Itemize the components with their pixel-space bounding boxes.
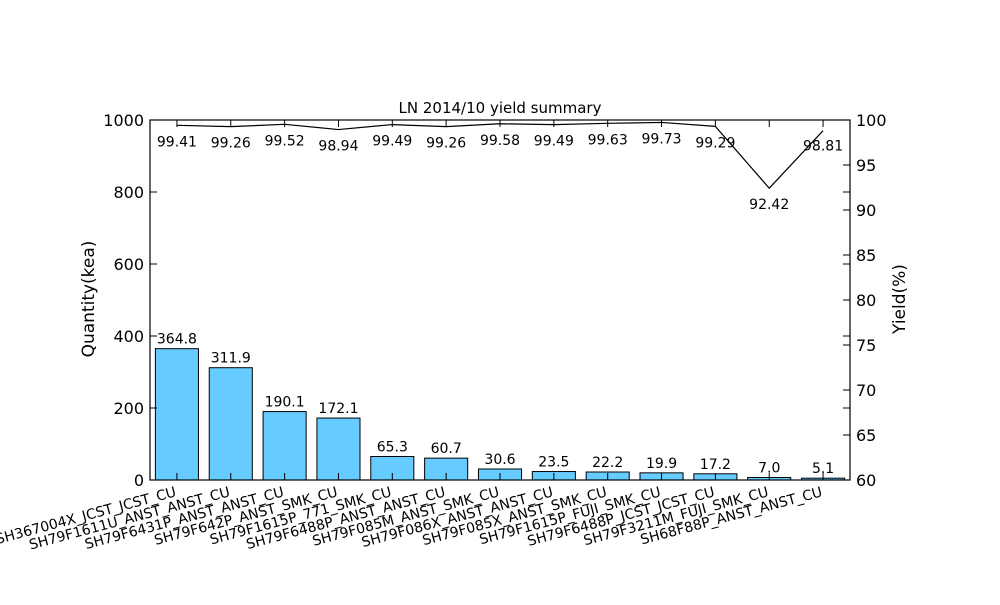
yield-value-label: 99.49 bbox=[372, 134, 412, 150]
y2-tick-label: 90 bbox=[856, 201, 876, 220]
y-tick-label: 600 bbox=[113, 255, 144, 274]
bar-value-label: 172.1 bbox=[318, 401, 358, 417]
bar-value-label: 22.2 bbox=[592, 455, 623, 471]
plot-frame bbox=[149, 119, 851, 481]
axes-layer bbox=[149, 119, 851, 481]
bar bbox=[262, 411, 307, 481]
bar-value-label: 311.9 bbox=[211, 351, 251, 367]
y2-tick-label: 70 bbox=[856, 381, 876, 400]
bar bbox=[154, 348, 199, 481]
y2-tick-label: 85 bbox=[856, 246, 876, 265]
bar-value-label: 60.7 bbox=[431, 441, 462, 457]
y-tick-label: 800 bbox=[113, 183, 144, 202]
y2-tick-label: 95 bbox=[856, 156, 876, 175]
yield-value-label: 98.94 bbox=[318, 139, 358, 155]
y-tick-label: 1000 bbox=[103, 111, 144, 130]
yield-value-label: 92.42 bbox=[749, 197, 789, 213]
bars-layer bbox=[154, 348, 846, 481]
yield-value-label: 99.49 bbox=[534, 134, 574, 150]
bar-value-label: 19.9 bbox=[646, 456, 677, 472]
bar-value-label: 7.0 bbox=[758, 460, 780, 476]
bar-value-label: 23.5 bbox=[538, 455, 569, 471]
y-tick-label: 0 bbox=[134, 471, 144, 490]
y2-tick-label: 80 bbox=[856, 291, 876, 310]
yield-value-label: 99.26 bbox=[211, 136, 251, 152]
bar-value-label: 5.1 bbox=[812, 461, 834, 477]
bar-value-label: 190.1 bbox=[265, 395, 305, 411]
yield-value-label: 99.58 bbox=[480, 133, 520, 149]
y2-tick-label: 100 bbox=[856, 111, 887, 130]
yield-value-label: 99.26 bbox=[426, 136, 466, 152]
yield-value-label: 99.41 bbox=[157, 134, 197, 150]
y2-tick-label: 75 bbox=[856, 336, 876, 355]
bar bbox=[208, 367, 253, 481]
bar-value-label: 30.6 bbox=[484, 452, 515, 468]
y-tick-label: 400 bbox=[113, 327, 144, 346]
labels-layer: 364.8 311.9 190.1 172.1 65.3 60.7 30.6 23.5 22.2… bbox=[0, 111, 887, 553]
bar-value-label: 65.3 bbox=[377, 439, 408, 455]
yield-value-label: 99.63 bbox=[588, 132, 628, 148]
chart-title: LN 2014/10 yield summary bbox=[399, 99, 602, 117]
yield-value-label: 99.73 bbox=[641, 131, 681, 147]
y2-tick-label: 65 bbox=[856, 426, 876, 445]
y-axis-label: Quantity(kea) bbox=[79, 241, 99, 358]
bar-value-label: 17.2 bbox=[700, 457, 731, 473]
y-tick-label: 200 bbox=[113, 399, 144, 418]
y2-tick-label: 60 bbox=[856, 471, 876, 490]
yield-value-label: 98.81 bbox=[803, 139, 843, 155]
y2-axis-label: Yield(%) bbox=[890, 264, 910, 335]
yield-value-label: 99.29 bbox=[695, 135, 735, 151]
bar bbox=[316, 417, 361, 481]
yield-value-label: 99.52 bbox=[265, 133, 305, 149]
bar-value-label: 364.8 bbox=[157, 332, 197, 348]
